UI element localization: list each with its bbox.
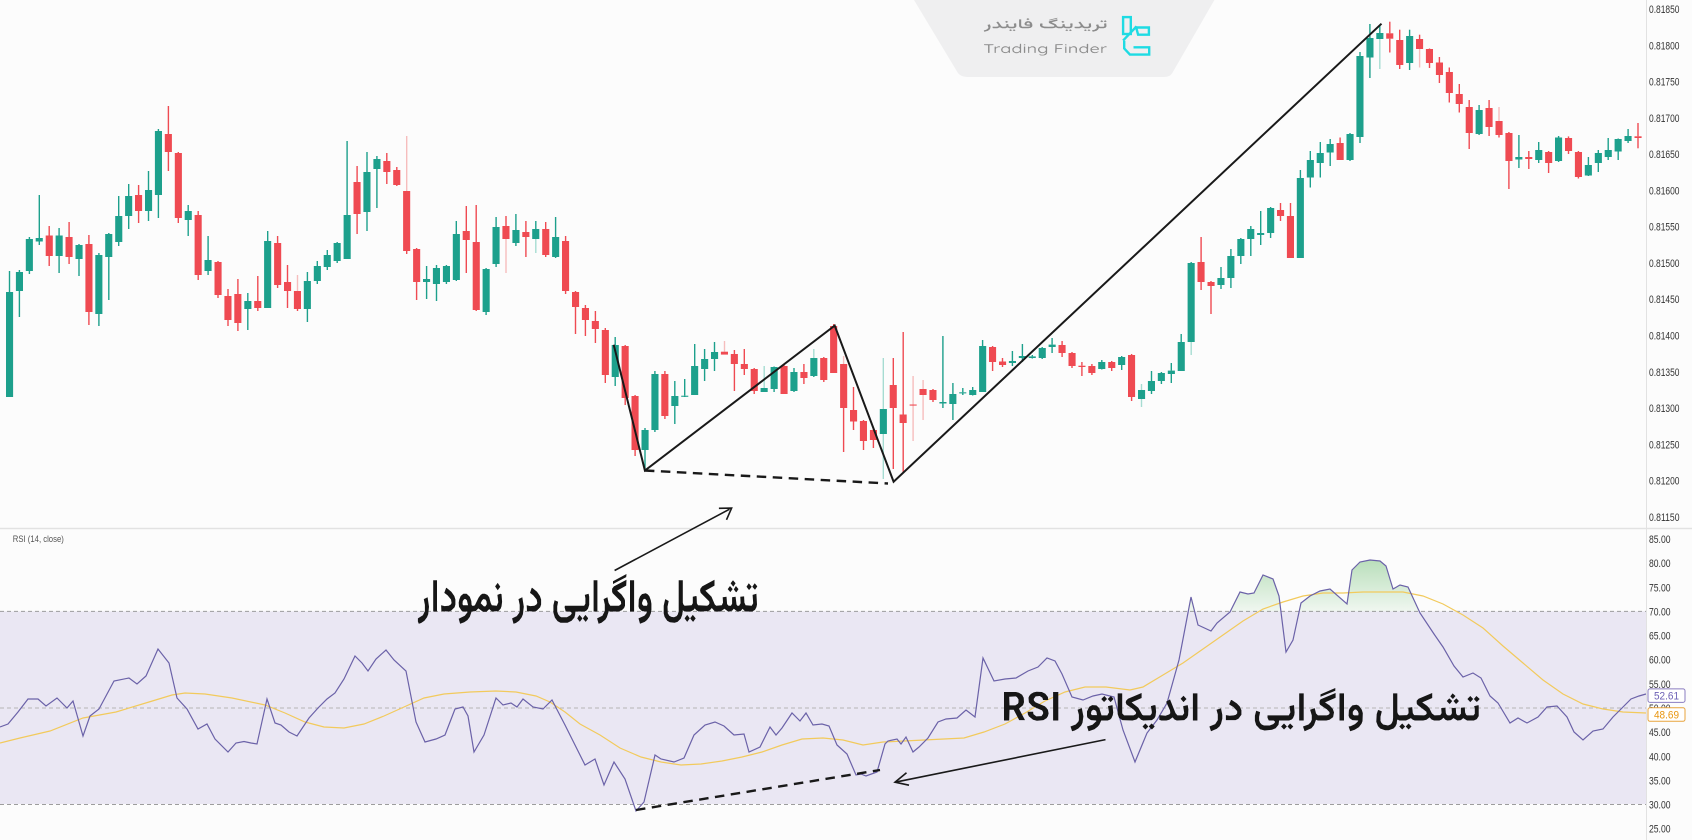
- svg-text:80.00: 80.00: [1649, 558, 1671, 570]
- svg-text:52.61: 52.61: [1654, 690, 1679, 702]
- svg-text:0.81350: 0.81350: [1649, 367, 1680, 379]
- svg-text:0.81200: 0.81200: [1649, 476, 1680, 488]
- svg-text:0.81500: 0.81500: [1649, 258, 1680, 270]
- svg-text:0.81650: 0.81650: [1649, 149, 1680, 161]
- svg-text:RSI (14, close): RSI (14, close): [13, 534, 64, 545]
- svg-text:45.00: 45.00: [1649, 727, 1671, 739]
- svg-text:0.81550: 0.81550: [1649, 222, 1680, 234]
- svg-text:0.81700: 0.81700: [1649, 113, 1680, 125]
- svg-text:55.00: 55.00: [1649, 679, 1671, 691]
- svg-text:40.00: 40.00: [1649, 751, 1671, 763]
- svg-text:35.00: 35.00: [1649, 775, 1671, 787]
- svg-text:0.81300: 0.81300: [1649, 403, 1680, 415]
- svg-text:0.81800: 0.81800: [1649, 40, 1680, 52]
- svg-text:25.00: 25.00: [1649, 824, 1671, 836]
- svg-text:0.81150: 0.81150: [1649, 512, 1680, 524]
- svg-text:0.81450: 0.81450: [1649, 294, 1680, 306]
- svg-text:48.69: 48.69: [1654, 709, 1679, 721]
- svg-text:70.00: 70.00: [1649, 606, 1671, 618]
- svg-text:85.00: 85.00: [1649, 534, 1671, 546]
- svg-text:65.00: 65.00: [1649, 631, 1671, 643]
- svg-text:0.81600: 0.81600: [1649, 185, 1680, 197]
- svg-text:60.00: 60.00: [1649, 655, 1671, 667]
- svg-text:0.81850: 0.81850: [1649, 4, 1680, 16]
- svg-text:0.81400: 0.81400: [1649, 331, 1680, 343]
- svg-text:75.00: 75.00: [1649, 582, 1671, 594]
- svg-text:0.81750: 0.81750: [1649, 77, 1680, 89]
- svg-text:30.00: 30.00: [1649, 800, 1671, 812]
- svg-text:0.81250: 0.81250: [1649, 439, 1680, 451]
